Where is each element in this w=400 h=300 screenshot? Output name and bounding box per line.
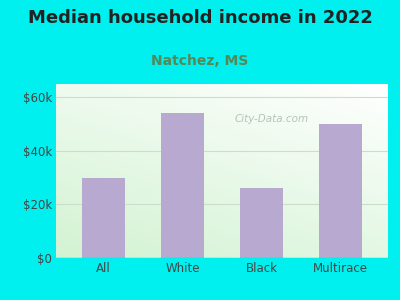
- Text: Median household income in 2022: Median household income in 2022: [28, 9, 372, 27]
- Bar: [240, 188, 283, 258]
- Text: City-Data.com: City-Data.com: [235, 114, 309, 124]
- Bar: [319, 124, 362, 258]
- Bar: [82, 178, 125, 258]
- Text: Natchez, MS: Natchez, MS: [151, 54, 249, 68]
- Bar: [161, 113, 204, 258]
